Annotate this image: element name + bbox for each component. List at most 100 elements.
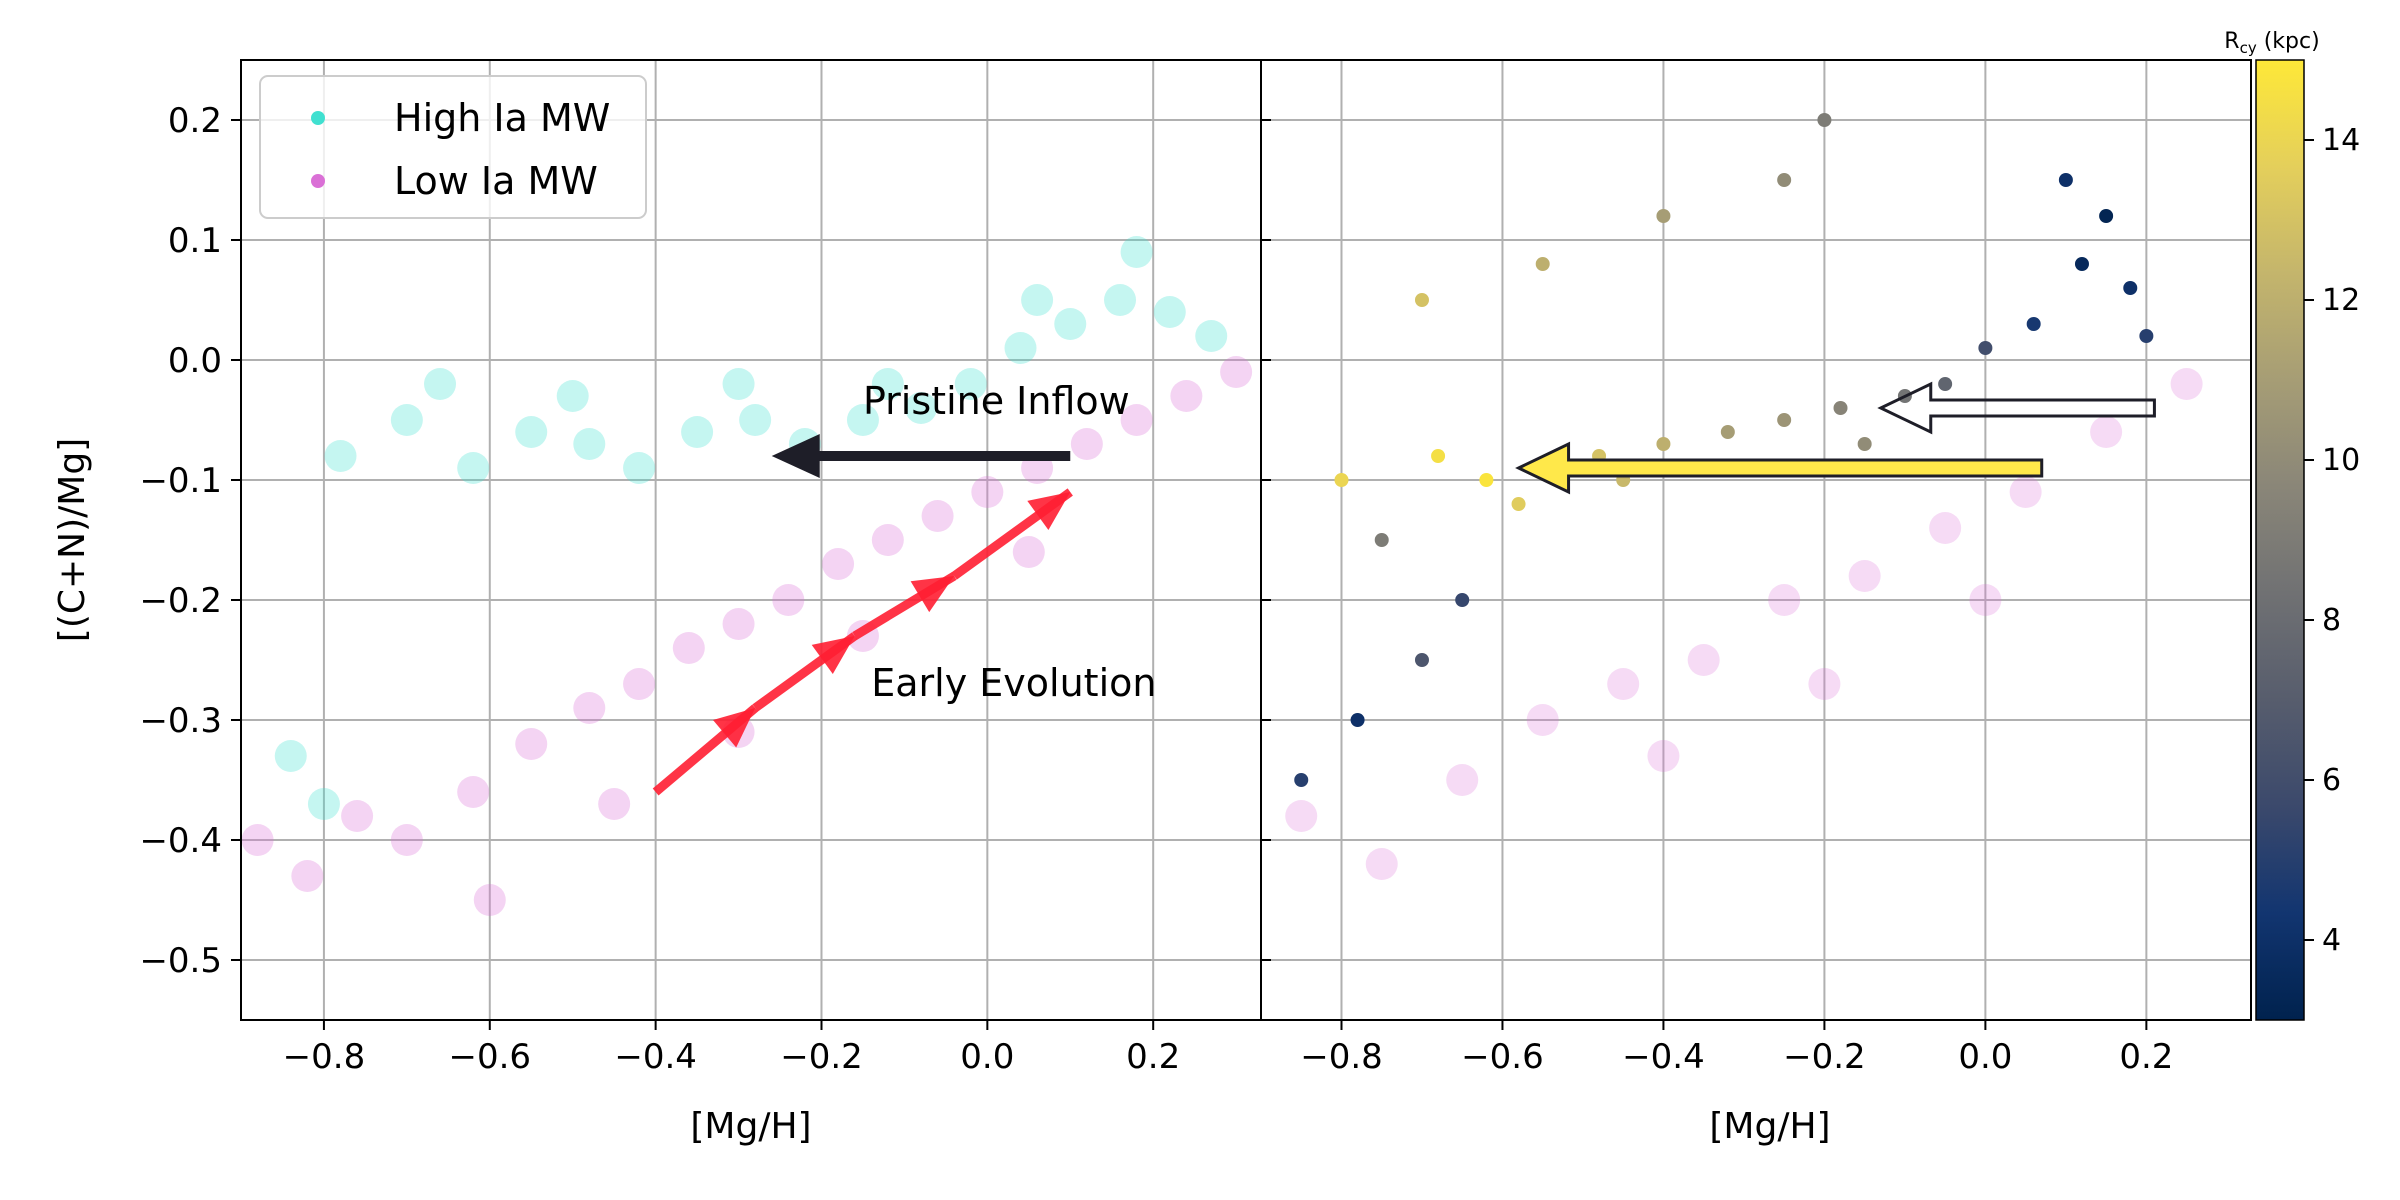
data-point bbox=[324, 440, 357, 472]
data-point bbox=[1120, 236, 1153, 268]
data-point bbox=[1350, 713, 1365, 727]
data-point bbox=[291, 860, 324, 892]
right-grid bbox=[1261, 60, 2251, 1020]
data-point bbox=[1808, 668, 1841, 700]
colorbar-label: Rcy (kpc) bbox=[2224, 29, 2319, 57]
right-frame bbox=[1260, 59, 2252, 1021]
data-point bbox=[1285, 800, 1318, 832]
pristine-inflow-arrowhead bbox=[771, 434, 820, 478]
data-point bbox=[1195, 320, 1228, 352]
y-tick-label: −0.4 bbox=[139, 821, 222, 861]
data-point bbox=[971, 476, 1004, 508]
data-point bbox=[1479, 473, 1494, 487]
data-point bbox=[573, 428, 606, 460]
data-point bbox=[1104, 284, 1137, 316]
left-plot-area bbox=[241, 60, 1261, 1020]
colorbar: 4 6 8 10 12 14 Rcy (kpc) bbox=[2224, 29, 2360, 1021]
y-tick-label: 0.0 bbox=[168, 341, 222, 381]
early-evolution-arrowhead bbox=[910, 576, 955, 613]
data-point bbox=[1656, 437, 1671, 451]
data-point bbox=[1938, 377, 1953, 391]
y-axis-label: [(C+N)/Mg] bbox=[52, 438, 93, 642]
data-point bbox=[598, 788, 631, 820]
data-point bbox=[515, 416, 548, 448]
data-point bbox=[473, 884, 506, 916]
data-point bbox=[2090, 416, 2123, 448]
data-point bbox=[556, 380, 589, 412]
y-tick-label: 0.1 bbox=[168, 221, 222, 261]
data-point bbox=[1220, 356, 1253, 388]
yellow-outlined-arrow bbox=[1515, 441, 2044, 495]
colorbar-tick-label: 6 bbox=[2322, 763, 2341, 798]
left-grid bbox=[241, 60, 1261, 1020]
x-tick-label: −0.8 bbox=[283, 1037, 366, 1077]
data-point bbox=[2026, 317, 2041, 331]
data-point bbox=[1929, 512, 1962, 544]
legend-label: High Ia MW bbox=[394, 96, 610, 140]
colorbar-bar bbox=[2255, 59, 2305, 1021]
legend-marker bbox=[311, 174, 325, 188]
data-point bbox=[2170, 368, 2203, 400]
data-point bbox=[1455, 593, 1470, 607]
data-point bbox=[390, 824, 423, 856]
left-ticks: −0.8 −0.6 −0.4 −0.2 0.0 0.2 −0.5 −0.4 −0.3 −0.2 −0… bbox=[139, 101, 1180, 1077]
pristine-inflow-label: Pristine Inflow bbox=[863, 379, 1130, 423]
data-point bbox=[1511, 497, 1526, 511]
y-tick-label: −0.3 bbox=[139, 701, 222, 741]
data-point bbox=[1004, 332, 1037, 364]
data-point bbox=[1414, 293, 1429, 307]
data-point bbox=[623, 452, 656, 484]
right-ticks: −0.8 −0.6 −0.4 −0.2 0.0 0.2 bbox=[1261, 119, 2173, 1077]
colorbar-tick-label: 10 bbox=[2322, 443, 2360, 478]
legend-box bbox=[259, 75, 647, 219]
data-point bbox=[1526, 704, 1559, 736]
data-point bbox=[722, 608, 755, 640]
data-point bbox=[1120, 404, 1153, 436]
data-point bbox=[2058, 173, 2073, 187]
data-point bbox=[1170, 380, 1203, 412]
data-point bbox=[681, 416, 714, 448]
data-point bbox=[1720, 425, 1735, 439]
data-point bbox=[1054, 308, 1087, 340]
data-point bbox=[1012, 536, 1045, 568]
right-panel: −0.8 −0.6 −0.4 −0.2 0.0 0.2 bbox=[1260, 59, 2252, 1077]
y-tick-label: −0.2 bbox=[139, 581, 222, 621]
left-panel: Pristine Inflow Early Evolution −0.8 −0.6 −… bbox=[139, 59, 1262, 1077]
data-point bbox=[772, 584, 805, 616]
data-point bbox=[274, 740, 307, 772]
y-tick-label: −0.5 bbox=[139, 941, 222, 981]
data-point bbox=[2123, 281, 2138, 295]
data-point bbox=[822, 548, 855, 580]
data-point bbox=[954, 368, 987, 400]
data-point bbox=[307, 788, 340, 820]
data-point bbox=[846, 404, 879, 436]
data-point bbox=[1294, 773, 1309, 787]
data-point bbox=[1414, 653, 1429, 667]
data-point bbox=[1374, 533, 1389, 547]
data-point bbox=[1833, 401, 1848, 415]
data-point bbox=[1365, 848, 1398, 880]
y-tick-label: 0.2 bbox=[168, 101, 222, 141]
x-tick-label: 0.0 bbox=[960, 1037, 1014, 1077]
x-tick-label: −0.6 bbox=[448, 1037, 531, 1077]
data-point bbox=[1153, 296, 1186, 328]
x-tick-label: 0.2 bbox=[2119, 1037, 2173, 1077]
data-point bbox=[1535, 257, 1550, 271]
data-point bbox=[1777, 413, 1792, 427]
early-evolution-arrowhead bbox=[811, 636, 855, 675]
data-point bbox=[1817, 113, 1832, 127]
data-point bbox=[1857, 437, 1872, 451]
colorbar-tick-label: 12 bbox=[2322, 283, 2360, 318]
left-points bbox=[241, 236, 1253, 916]
data-point bbox=[905, 392, 937, 424]
early-evolution-arrowhead bbox=[1027, 492, 1071, 531]
data-point bbox=[1446, 764, 1479, 796]
early-evolution-arrowhead bbox=[712, 708, 756, 748]
early-evolution-label: Early Evolution bbox=[871, 661, 1156, 705]
left-annotations: Pristine Inflow Early Evolution bbox=[652, 379, 1156, 796]
data-point bbox=[871, 524, 904, 556]
legend-marker bbox=[311, 111, 325, 125]
data-point bbox=[1848, 560, 1881, 592]
data-point bbox=[1431, 449, 1446, 463]
